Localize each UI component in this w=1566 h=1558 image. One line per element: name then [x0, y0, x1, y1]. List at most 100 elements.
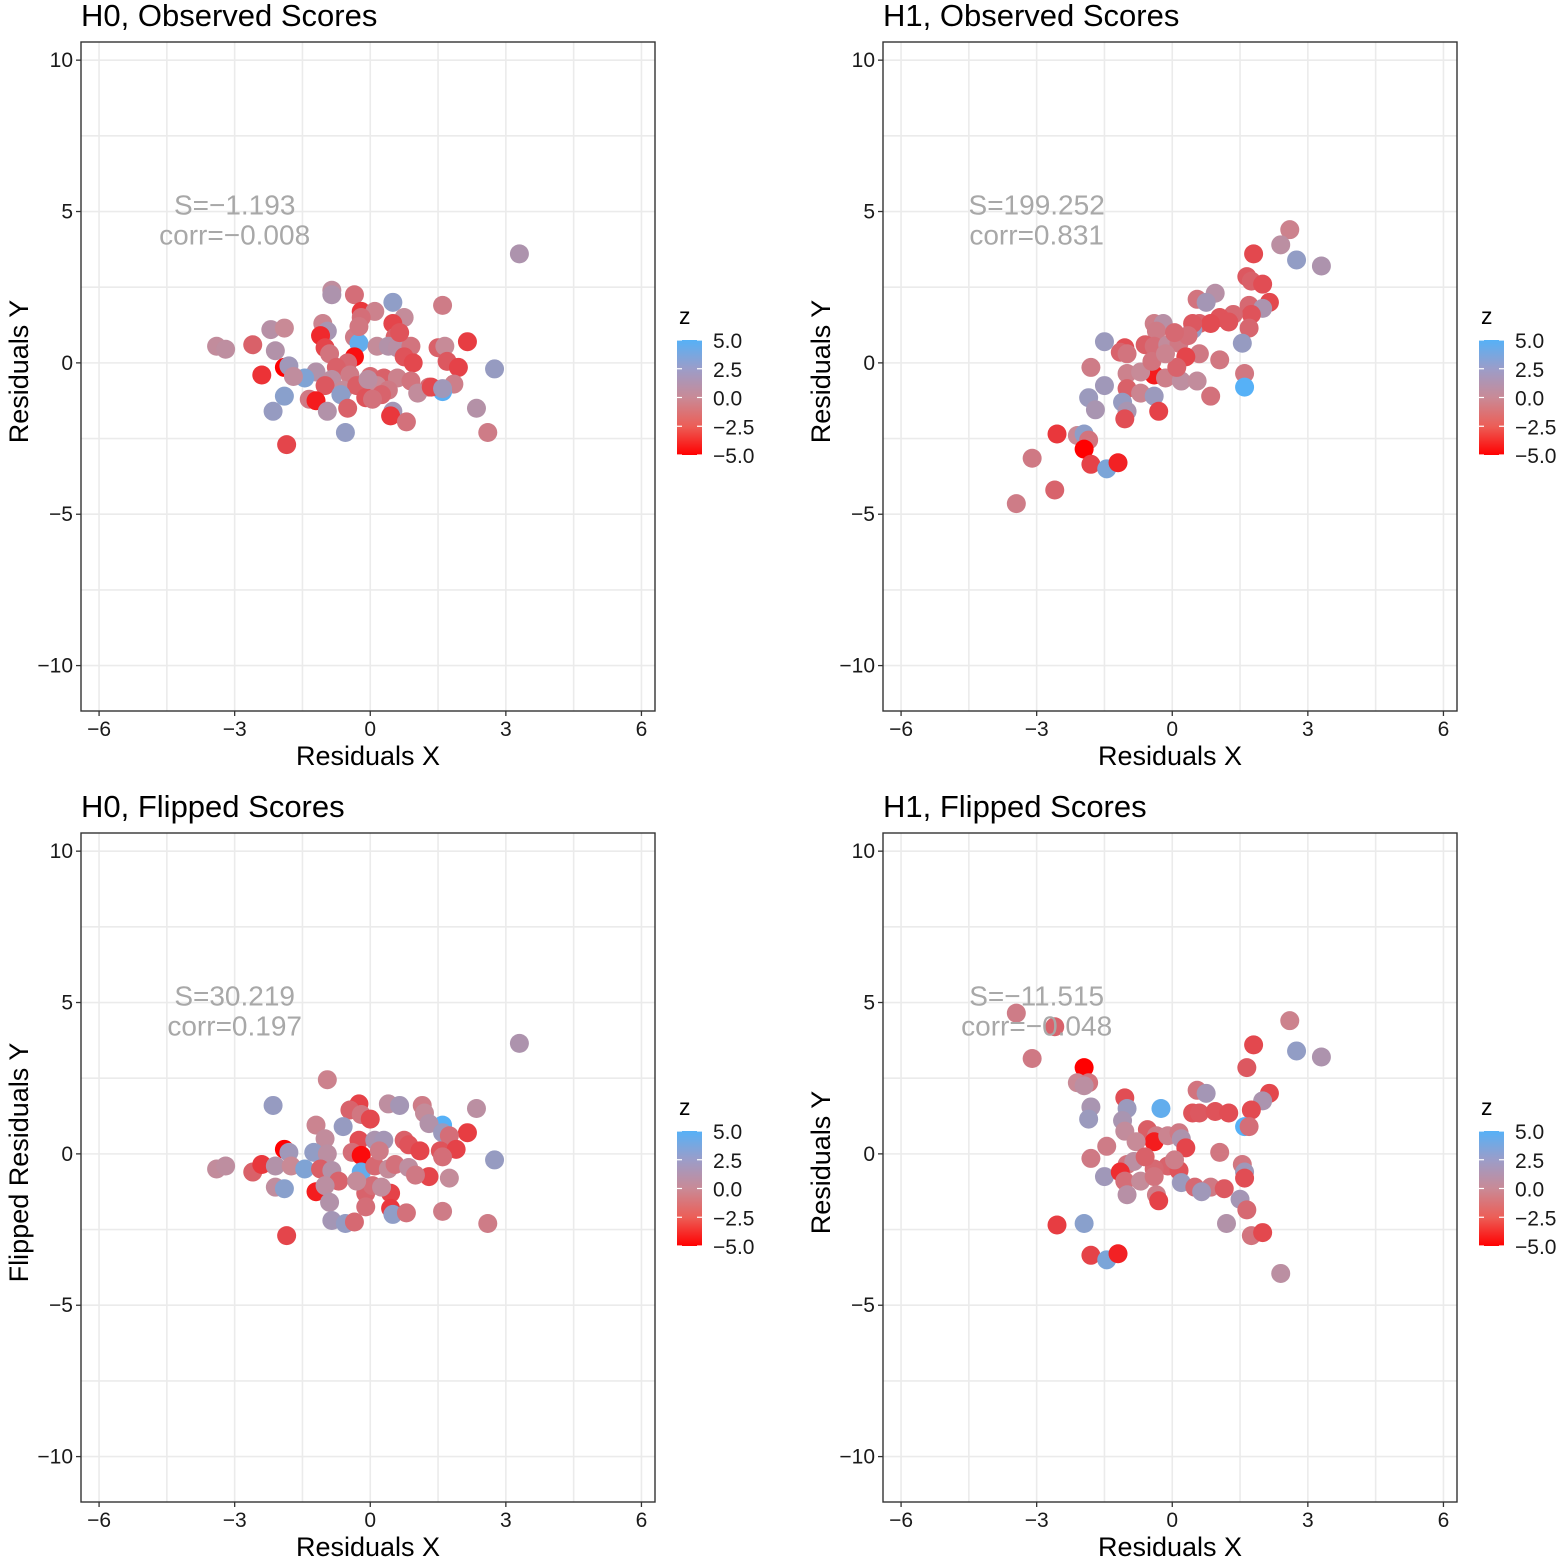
data-point [1192, 1182, 1212, 1202]
data-point [1108, 453, 1128, 473]
annotation-s: S=−11.515 [969, 981, 1104, 1012]
colorbar-tick-label: 2.5 [713, 359, 742, 382]
plot-frame [882, 832, 1458, 1503]
data-point [1149, 401, 1169, 421]
x-tick-label: −3 [1025, 1509, 1049, 1532]
data-point [1201, 386, 1221, 406]
data-point [1108, 1244, 1128, 1264]
x-tick-label: 0 [1166, 718, 1178, 741]
panel-title: H1, Flipped Scores [883, 789, 1147, 824]
data-point [1271, 235, 1291, 255]
colorbar-tick-label: 0.0 [1515, 388, 1544, 411]
data-point [509, 244, 529, 264]
y-tick-label: 0 [863, 352, 875, 375]
data-point [433, 1147, 453, 1167]
y-tick-label: −5 [49, 1294, 73, 1317]
y-axis-ticks: 10 5 0 −5 −10 [839, 840, 883, 1469]
annotation-s: S=199.252 [969, 190, 1105, 221]
x-axis-label: Residuals X [1098, 741, 1242, 771]
panel-title: H0, Flipped Scores [81, 789, 345, 824]
data-point [1146, 321, 1166, 341]
colorbar-tick-label: −2.5 [713, 416, 754, 439]
y-tick-label: −10 [839, 1446, 875, 1469]
x-tick-label: 3 [500, 718, 512, 741]
data-point [478, 423, 498, 443]
data-point [1287, 250, 1307, 270]
data-point [457, 1123, 477, 1143]
data-point [263, 401, 283, 421]
data-point [358, 370, 378, 390]
data-point [1216, 1214, 1236, 1234]
data-point [448, 357, 468, 377]
data-point [263, 1095, 283, 1115]
colorbar-tick-label: 5.0 [1515, 1121, 1544, 1144]
annotation-corr: corr=0.831 [969, 220, 1104, 251]
data-point [466, 398, 486, 418]
y-axis-label: Flipped Residuals Y [4, 1043, 34, 1283]
x-tick-label: 0 [364, 718, 376, 741]
annotation-corr: corr=0.197 [167, 1011, 302, 1042]
data-point [277, 1226, 297, 1246]
data-point [1094, 1167, 1114, 1187]
data-point [1117, 1185, 1137, 1205]
grid [81, 42, 655, 711]
data-point [1219, 312, 1239, 332]
data-point [1081, 1148, 1101, 1168]
data-point [1165, 323, 1185, 343]
data-point [1235, 1168, 1255, 1188]
data-point [322, 285, 342, 305]
data-point [433, 295, 453, 315]
data-point [1149, 1191, 1169, 1211]
data-point [1280, 1011, 1300, 1031]
colorbar-tick-label: −2.5 [713, 1207, 754, 1230]
data-point [485, 1150, 505, 1170]
data-point [335, 423, 355, 443]
data-point [344, 285, 364, 305]
x-axis-label: Residuals X [1098, 1532, 1242, 1558]
x-tick-label: 6 [636, 718, 648, 741]
data-point [1241, 1100, 1261, 1120]
data-point [1047, 1215, 1067, 1235]
y-axis-label: Residuals Y [4, 300, 34, 444]
annotation-corr: corr=−0.048 [961, 1011, 1112, 1042]
data-point [1126, 1132, 1146, 1152]
data-point [439, 1168, 459, 1188]
x-tick-label: 0 [364, 1509, 376, 1532]
data-point [1280, 220, 1300, 240]
y-tick-label: −10 [839, 655, 875, 678]
data-point [1115, 409, 1135, 429]
data-point [1235, 377, 1255, 397]
data-point [1201, 314, 1221, 334]
data-point [405, 1165, 425, 1185]
y-tick-label: −5 [49, 503, 73, 526]
panel-title: H1, Observed Scores [883, 0, 1179, 33]
x-tick-label: 3 [1302, 718, 1314, 741]
colorbar-tick-label: −2.5 [1515, 416, 1556, 439]
data-point [1167, 357, 1187, 377]
data-point [1187, 371, 1207, 391]
data-point [1151, 1098, 1171, 1118]
data-point [390, 323, 410, 343]
data-point [338, 398, 358, 418]
points [1006, 220, 1331, 514]
data-point [1081, 357, 1101, 377]
data-point [317, 1144, 337, 1164]
data-point [1006, 494, 1026, 514]
data-point [265, 1156, 285, 1176]
data-point [265, 341, 285, 361]
data-point [1074, 1214, 1094, 1234]
colorbar-tick-label: −2.5 [1515, 1207, 1556, 1230]
y-tick-label: 0 [863, 1143, 875, 1166]
data-point [1144, 386, 1164, 406]
x-tick-label: −6 [87, 1509, 111, 1532]
data-point [1047, 424, 1067, 444]
panel-h1-flipped: H1, Flipped Scores S=−11.515 corr=−0.048… [806, 789, 1556, 1558]
colorbar-tick-label: −5.0 [1515, 1236, 1556, 1259]
x-axis-ticks: −6 −3 0 3 6 [889, 1502, 1449, 1532]
panel-title: H0, Observed Scores [81, 0, 377, 33]
legend-title: z [679, 1094, 691, 1120]
y-tick-label: 5 [863, 201, 875, 224]
data-point [1196, 1083, 1216, 1103]
y-tick-label: 5 [61, 992, 73, 1015]
